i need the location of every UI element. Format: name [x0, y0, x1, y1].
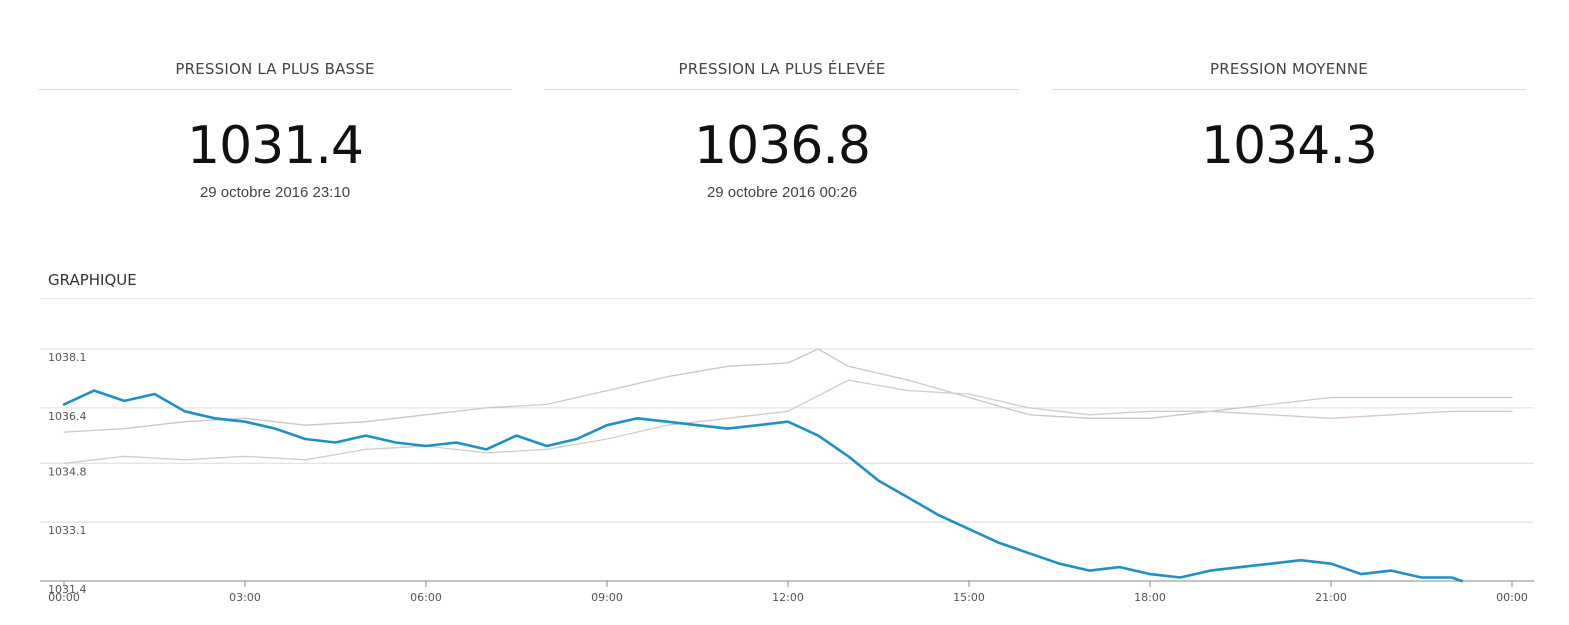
x-tick-label-8: 00:00 — [1496, 591, 1528, 604]
x-tick-label-6: 18:00 — [1134, 591, 1166, 604]
stat-title-lowest: PRESSION LA PLUS BASSE — [38, 60, 512, 90]
y-tick-label-2: 1034.8 — [48, 465, 87, 478]
section-title-chart: GRAPHIQUE — [48, 271, 137, 289]
y-tick-label-1: 1033.1 — [48, 524, 87, 537]
stat-card-average: PRESSION MOYENNE 1034.3 — [1052, 60, 1526, 184]
x-tick-label-0: 00:00 — [48, 591, 80, 604]
section-divider — [40, 298, 1534, 299]
x-tick-label-3: 09:00 — [591, 591, 623, 604]
stat-value-lowest: 1031.4 — [187, 116, 364, 176]
x-tick-label-5: 15:00 — [953, 591, 985, 604]
x-tick-label-2: 06:00 — [410, 591, 442, 604]
stat-date-lowest: 29 octobre 2016 23:10 — [199, 184, 351, 201]
x-tick-label-1: 03:00 — [229, 591, 261, 604]
stat-value-average: 1034.3 — [1201, 116, 1378, 176]
y-tick-label-0: 1031.4 — [48, 583, 87, 596]
y-tick-label-4: 1038.1 — [48, 351, 87, 364]
stat-title-highest: PRESSION LA PLUS ÉLEVÉE — [545, 60, 1019, 90]
stat-date-highest: 29 octobre 2016 00:26 — [706, 184, 858, 201]
stat-value-highest: 1036.8 — [694, 116, 871, 176]
series-line-main — [62, 389, 1464, 583]
x-tick-label-7: 21:00 — [1315, 591, 1347, 604]
stat-card-highest: PRESSION LA PLUS ÉLEVÉE 1036.8 29 octobr… — [545, 60, 1019, 201]
series-line-compare_1 — [63, 348, 1513, 433]
y-tick-label-3: 1036.4 — [48, 410, 87, 423]
x-tick-label-4: 12:00 — [772, 591, 804, 604]
series-line-compare_2 — [63, 379, 1513, 464]
stat-card-lowest: PRESSION LA PLUS BASSE 1031.4 29 octobre… — [38, 60, 512, 201]
stat-title-average: PRESSION MOYENNE — [1052, 60, 1526, 90]
